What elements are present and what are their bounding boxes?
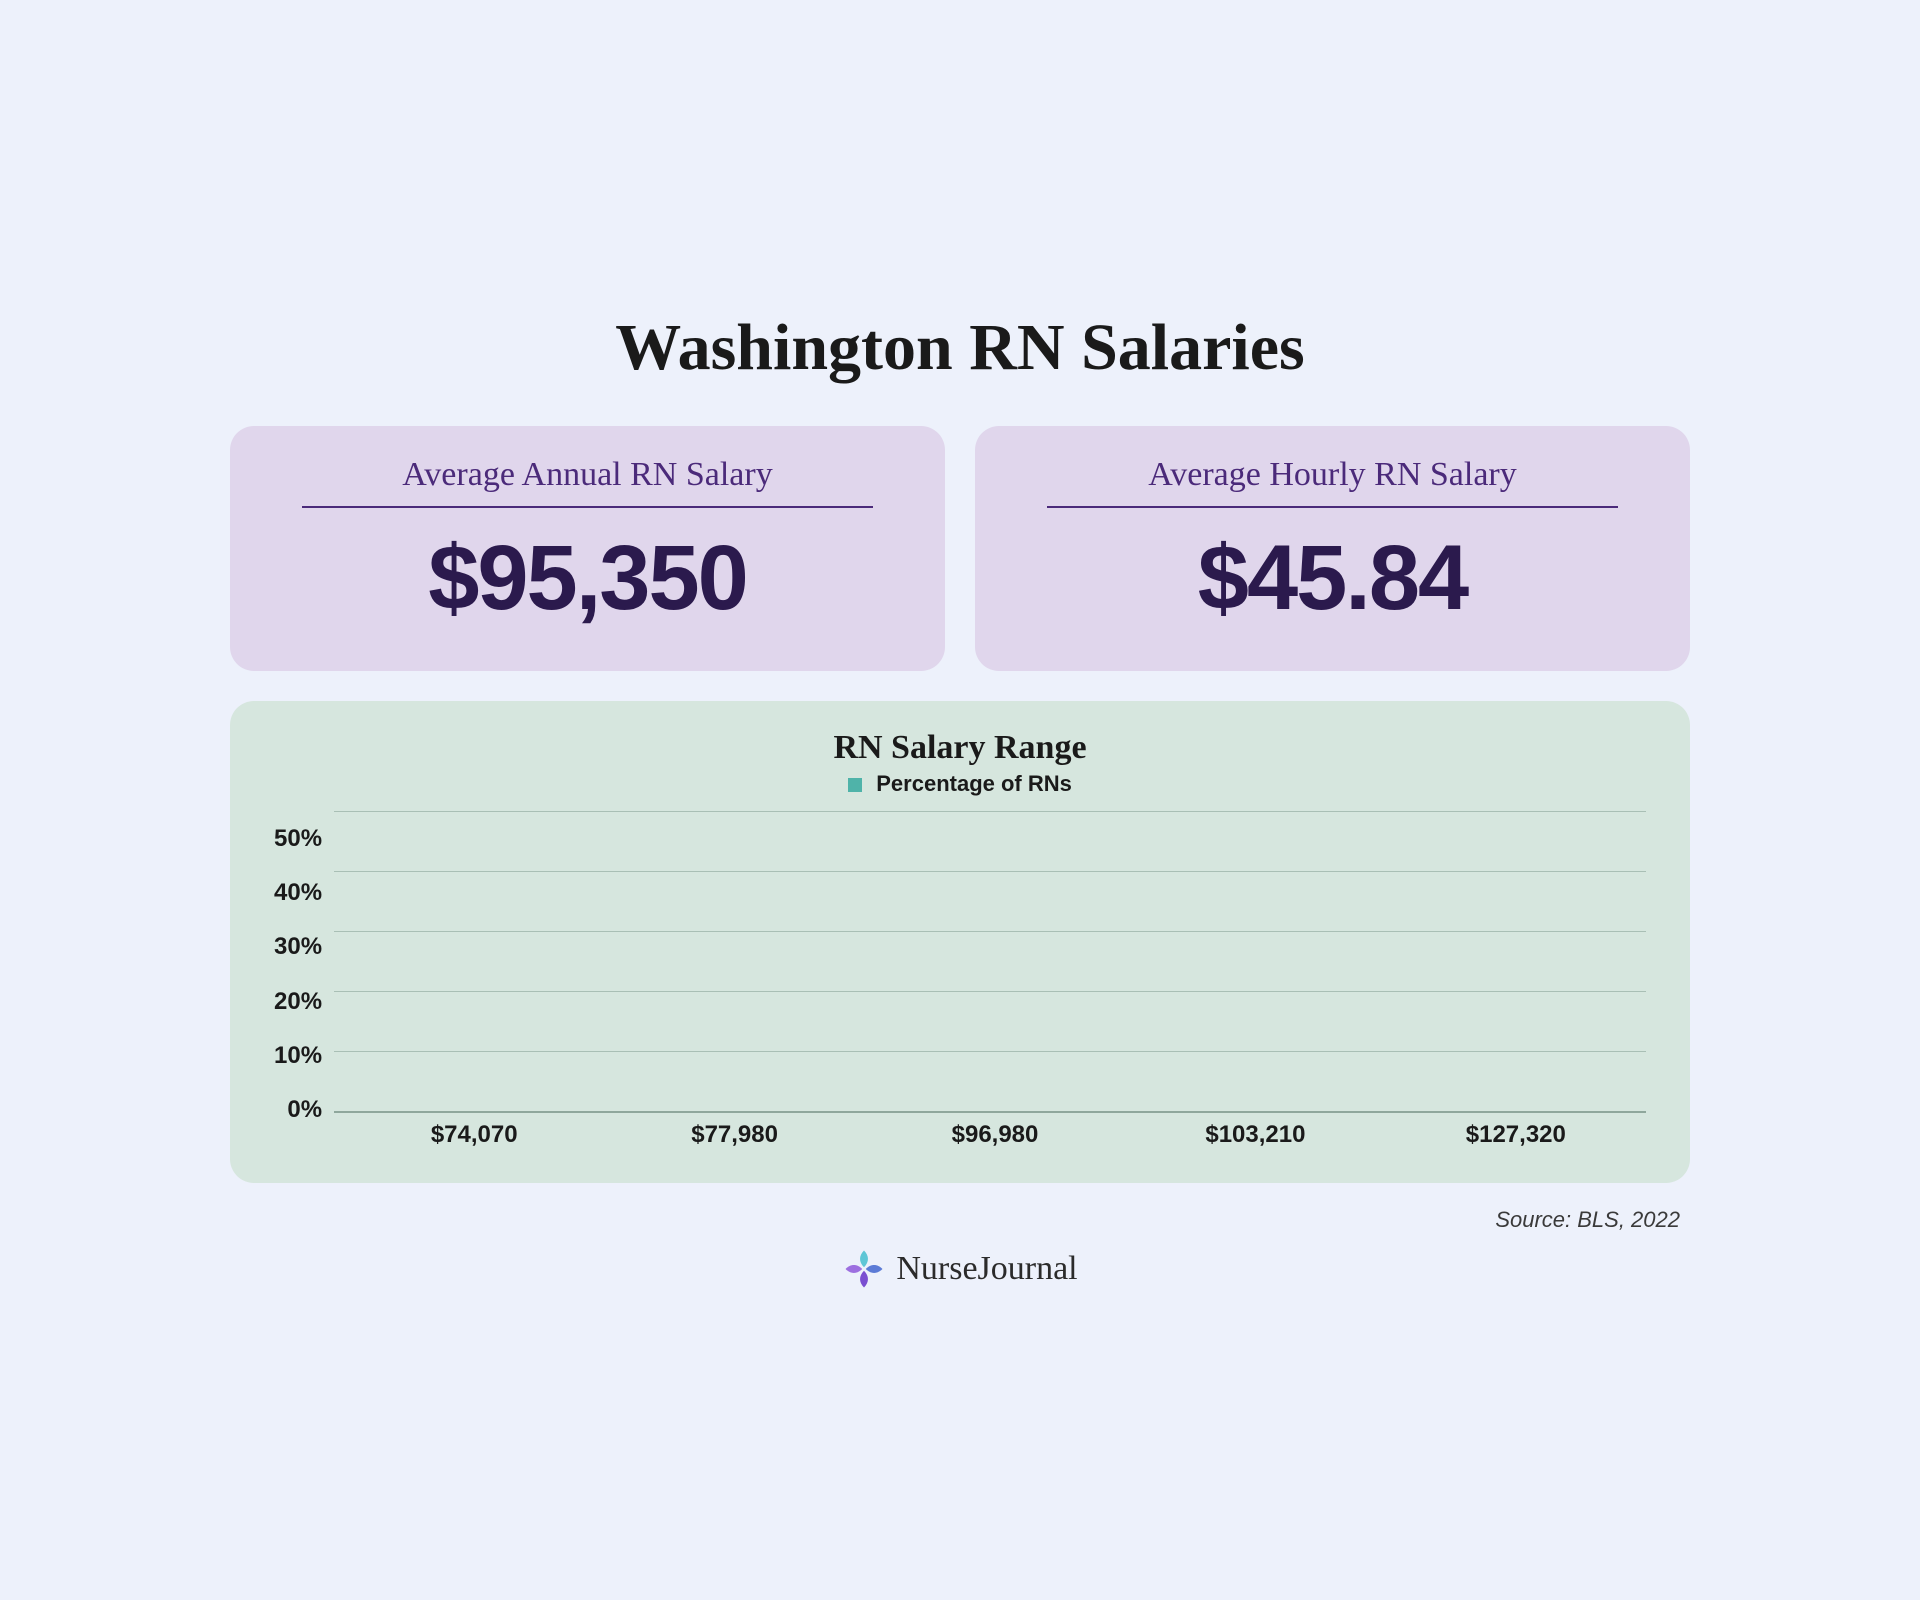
y-axis-tick: 10%	[274, 1042, 322, 1070]
chart-gridline	[334, 871, 1646, 872]
chart-bars-group	[334, 811, 1646, 1111]
x-axis-label: $103,210	[1125, 1121, 1385, 1149]
nursejournal-logo-icon	[842, 1247, 886, 1291]
chart-gridline	[334, 1111, 1646, 1113]
hourly-salary-card: Average Hourly RN Salary $45.84	[975, 426, 1690, 671]
annual-salary-card: Average Annual RN Salary $95,350	[230, 426, 945, 671]
summary-cards-row: Average Annual RN Salary $95,350 Average…	[230, 426, 1690, 671]
chart-gridline	[334, 1051, 1646, 1052]
source-citation: Source: BLS, 2022	[230, 1207, 1690, 1233]
x-axis-label: $77,980	[604, 1121, 864, 1149]
salary-range-chart-panel: RN Salary Range Percentage of RNs 50% 40%…	[230, 701, 1690, 1183]
infographic-container: Washington RN Salaries Average Annual RN…	[190, 270, 1730, 1331]
legend-swatch-icon	[848, 778, 862, 792]
y-axis-tick: 50%	[274, 825, 322, 853]
x-axis-label: $74,070	[344, 1121, 604, 1149]
hourly-card-label: Average Hourly RN Salary	[1047, 456, 1619, 508]
y-axis-tick: 30%	[274, 933, 322, 961]
hourly-card-value: $45.84	[1015, 526, 1650, 631]
brand-name: NurseJournal	[896, 1250, 1077, 1288]
y-axis-tick: 20%	[274, 988, 322, 1016]
chart-x-axis-labels: $74,070$77,980$96,980$103,210$127,320	[344, 1121, 1646, 1149]
x-axis-label: $96,980	[865, 1121, 1125, 1149]
y-axis-tick: 40%	[274, 879, 322, 907]
annual-card-label: Average Annual RN Salary	[302, 456, 874, 508]
chart-grid-area	[334, 811, 1646, 1111]
chart-gridline	[334, 931, 1646, 932]
page-title: Washington RN Salaries	[230, 310, 1690, 386]
annual-card-value: $95,350	[270, 526, 905, 631]
y-axis-tick: 0%	[287, 1096, 322, 1124]
chart-gridline	[334, 991, 1646, 992]
chart-plot-area: 50%40%30%20%10%0%	[274, 811, 1646, 1111]
chart-title: RN Salary Range	[274, 729, 1646, 767]
chart-legend: Percentage of RNs	[274, 771, 1646, 797]
x-axis-label: $127,320	[1386, 1121, 1646, 1149]
brand-footer: NurseJournal	[230, 1247, 1690, 1291]
chart-gridline	[334, 811, 1646, 812]
legend-label: Percentage of RNs	[876, 771, 1072, 796]
chart-y-axis: 50%40%30%20%10%0%	[274, 811, 334, 1111]
